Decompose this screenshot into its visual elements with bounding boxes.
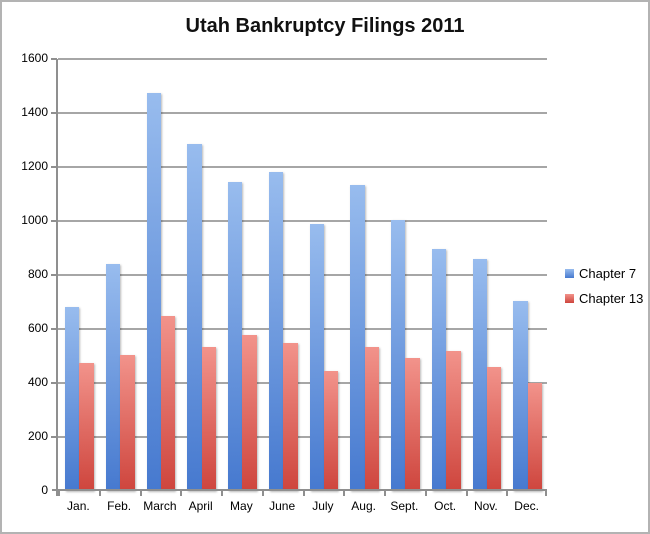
bar-group-june: [262, 59, 303, 491]
bar-chapter-7-aug: [350, 184, 365, 491]
gridline: [58, 58, 547, 60]
x-tick: [98, 491, 101, 496]
y-axis-label: 600: [27, 321, 48, 335]
y-tick: [51, 166, 57, 168]
y-axis-label: 1600: [21, 51, 48, 65]
y-tick: [51, 274, 57, 276]
gridline: [58, 220, 547, 222]
y-axis-label: 1200: [21, 159, 48, 173]
bar-group-sept: [384, 59, 425, 491]
bar-chapter-13-april: [201, 347, 217, 491]
legend-entry-chapter7: Chapter 7: [565, 266, 643, 281]
legend-label-chapter7: Chapter 7: [579, 266, 637, 281]
bar-chapter-7-sept: [391, 219, 406, 491]
gridline: [58, 328, 547, 330]
legend-entry-chapter13: Chapter 13: [565, 291, 643, 306]
bar-chapter-7-dec: [513, 300, 528, 491]
x-tick: [261, 491, 264, 496]
x-axis-label: Nov.: [473, 499, 498, 513]
chart-title: Utah Bankruptcy Filings 2011: [185, 15, 465, 37]
y-axis-label: 200: [27, 429, 48, 443]
y-axis-line: [56, 59, 58, 496]
bar-group-april: [180, 59, 221, 491]
bar-chapter-7-oct: [431, 248, 447, 491]
bar-group-dec: [506, 59, 547, 491]
y-tick: [51, 328, 57, 330]
bar-group-aug: [343, 59, 384, 491]
y-axis-label: 1400: [21, 105, 48, 119]
bar-chapter-7-march: [146, 92, 161, 491]
bar-chapter-13-feb: [120, 355, 135, 491]
y-tick: [51, 112, 57, 114]
x-tick: [506, 491, 509, 496]
y-tick: [51, 436, 57, 438]
x-tick: [424, 491, 427, 496]
x-axis-label: Jan.: [67, 499, 90, 513]
bar-chapter-13-march: [160, 315, 176, 491]
y-axis-label: 400: [27, 375, 48, 389]
gridline: [58, 382, 547, 384]
bar-group-july: [303, 59, 344, 491]
bar-chapter-13-may: [242, 335, 257, 491]
y-tick: [51, 220, 57, 222]
bar-chapter-7-jan: [65, 307, 80, 491]
y-axis-label: 800: [27, 267, 48, 281]
y-axis-label: 1000: [21, 213, 48, 227]
bar-chapter-13-aug: [364, 347, 380, 491]
x-tick: [302, 491, 305, 496]
x-axis-label: April: [188, 499, 213, 513]
x-axis-label: Dec.: [514, 499, 539, 513]
gridline: [58, 436, 547, 438]
bar-chapter-13-dec: [527, 383, 543, 491]
x-axis-line: [52, 489, 547, 491]
bar-chapter-13-oct: [446, 351, 461, 491]
x-tick: [139, 491, 142, 496]
bar-group-nov: [466, 59, 507, 491]
bar-chapter-7-june: [268, 172, 284, 491]
x-tick: [545, 491, 547, 496]
x-tick: [180, 491, 183, 496]
bar-chapter-7-may: [228, 181, 243, 491]
legend-swatch-chapter13-icon: [565, 294, 574, 303]
x-axis-label: May: [230, 499, 253, 513]
bar-chapter-7-nov: [472, 258, 487, 491]
x-tick: [221, 491, 223, 496]
y-tick: [51, 382, 57, 384]
bar-group-oct: [425, 59, 466, 491]
bar-group-jan: [58, 59, 99, 491]
x-axis-label: June: [269, 499, 296, 513]
x-axis-label: July: [312, 499, 334, 513]
bar-chapter-13-june: [283, 342, 298, 491]
legend-label-chapter13: Chapter 13: [579, 291, 644, 306]
legend-swatch-chapter7-icon: [565, 269, 574, 278]
legend: Chapter 7 Chapter 13: [565, 266, 643, 306]
x-axis-label: Sept.: [390, 499, 419, 513]
x-tick: [58, 491, 60, 496]
bar-group-march: [140, 59, 181, 491]
bar-chapter-7-april: [187, 144, 202, 491]
bar-chapter-13-jan: [79, 362, 94, 491]
y-axis-label: 0: [41, 483, 48, 497]
x-axis-label: Aug.: [351, 499, 376, 513]
gridline: [58, 274, 547, 276]
bar-chapter-13-sept: [405, 357, 420, 491]
x-tick: [343, 491, 346, 496]
x-tick: [384, 491, 386, 496]
gridline: [58, 112, 547, 114]
bar-chapter-13-july: [323, 370, 339, 491]
x-axis-label: Oct.: [434, 499, 457, 513]
bar-group-feb: [99, 59, 140, 491]
gridline: [58, 166, 547, 168]
bar-chapter-7-july: [309, 223, 324, 491]
x-axis-label: Feb.: [107, 499, 132, 513]
bar-chapter-13-nov: [486, 367, 502, 491]
x-tick: [465, 491, 468, 496]
y-tick: [51, 58, 57, 60]
bar-chapter-7-feb: [105, 264, 121, 491]
x-axis-label: March: [143, 499, 177, 513]
plot-area: Jan. Feb. March April May June July Aug. Sept. Oc…: [51, 58, 547, 513]
bar-group-may: [221, 59, 262, 491]
